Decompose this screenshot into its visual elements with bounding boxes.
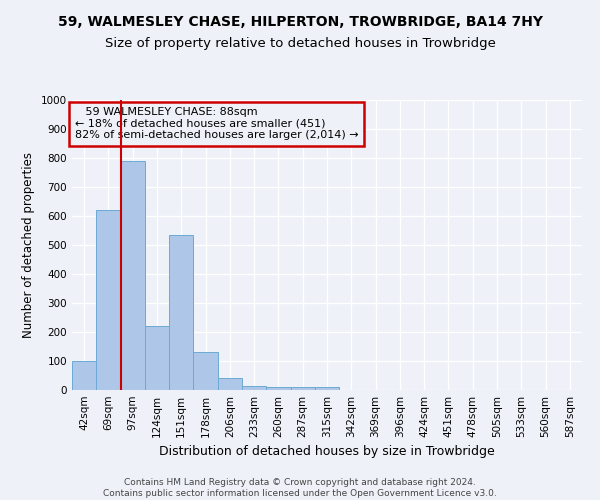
- Bar: [145, 326, 169, 390]
- Text: Contains HM Land Registry data © Crown copyright and database right 2024.
Contai: Contains HM Land Registry data © Crown c…: [103, 478, 497, 498]
- Text: Size of property relative to detached houses in Trowbridge: Size of property relative to detached ho…: [104, 38, 496, 51]
- Bar: [315, 387, 339, 390]
- Bar: [169, 235, 193, 390]
- Bar: [266, 387, 290, 390]
- Bar: [218, 378, 242, 390]
- Text: 59, WALMESLEY CHASE, HILPERTON, TROWBRIDGE, BA14 7HY: 59, WALMESLEY CHASE, HILPERTON, TROWBRID…: [58, 15, 542, 29]
- Bar: [96, 210, 121, 390]
- Bar: [193, 352, 218, 390]
- Bar: [121, 161, 145, 390]
- X-axis label: Distribution of detached houses by size in Trowbridge: Distribution of detached houses by size …: [159, 446, 495, 458]
- Bar: [242, 386, 266, 390]
- Text: 59 WALMESLEY CHASE: 88sqm
← 18% of detached houses are smaller (451)
82% of semi: 59 WALMESLEY CHASE: 88sqm ← 18% of detac…: [74, 108, 358, 140]
- Y-axis label: Number of detached properties: Number of detached properties: [22, 152, 35, 338]
- Bar: [72, 361, 96, 390]
- Bar: [290, 387, 315, 390]
